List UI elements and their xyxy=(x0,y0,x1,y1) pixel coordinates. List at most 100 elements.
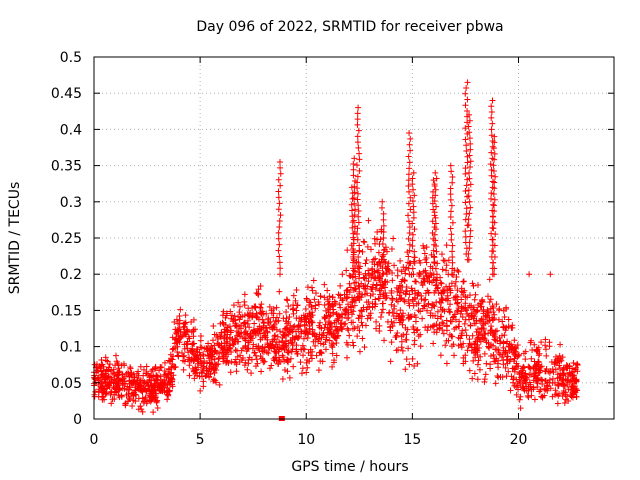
data-point xyxy=(210,322,217,329)
data-point xyxy=(218,329,225,336)
data-point xyxy=(350,240,357,247)
data-point xyxy=(467,204,474,211)
data-point xyxy=(444,292,451,299)
data-point xyxy=(439,307,446,314)
data-point xyxy=(490,168,497,175)
data-point xyxy=(351,200,358,207)
data-point xyxy=(393,310,400,317)
data-point xyxy=(349,325,356,332)
data-point xyxy=(430,206,437,213)
data-point xyxy=(421,250,428,257)
data-point xyxy=(309,309,316,316)
data-point xyxy=(411,278,418,285)
data-point xyxy=(472,309,479,315)
data-point xyxy=(284,297,291,304)
data-point xyxy=(289,340,296,347)
data-point xyxy=(332,334,339,341)
data-point xyxy=(114,360,121,367)
data-point xyxy=(449,248,456,255)
data-point xyxy=(417,259,424,266)
data-point xyxy=(224,338,231,345)
data-point xyxy=(466,302,473,309)
data-point xyxy=(137,363,144,370)
data-point xyxy=(480,325,487,332)
data-point xyxy=(507,387,514,394)
data-point xyxy=(276,259,283,266)
data-point xyxy=(504,360,511,367)
data-point xyxy=(473,307,480,314)
data-point xyxy=(491,185,498,192)
data-point xyxy=(409,287,416,294)
data-point xyxy=(351,294,358,301)
points xyxy=(91,79,581,421)
data-point xyxy=(371,268,378,275)
data-point xyxy=(439,306,446,313)
data-point xyxy=(283,308,290,315)
data-point xyxy=(503,304,510,311)
data-point xyxy=(120,380,127,387)
data-point xyxy=(93,367,100,374)
data-point xyxy=(344,325,351,332)
data-point xyxy=(355,202,362,209)
data-point xyxy=(228,312,235,319)
data-point xyxy=(253,343,260,350)
data-point xyxy=(462,293,469,300)
y-tick-label: 0.45 xyxy=(51,86,82,102)
data-point xyxy=(414,360,421,367)
data-point xyxy=(189,365,196,372)
data-point xyxy=(364,243,371,250)
data-point xyxy=(481,378,488,385)
data-point xyxy=(525,394,532,401)
data-point xyxy=(421,297,428,304)
data-point xyxy=(275,235,282,242)
data-point xyxy=(241,329,248,336)
data-point xyxy=(406,241,413,248)
data-point xyxy=(273,318,280,325)
data-point xyxy=(568,377,575,384)
data-point xyxy=(491,179,498,186)
data-point xyxy=(116,368,123,375)
data-point xyxy=(490,259,497,266)
data-point xyxy=(370,281,377,288)
data-point xyxy=(433,248,440,255)
data-point xyxy=(466,117,473,124)
data-point xyxy=(491,242,498,249)
data-point xyxy=(514,353,521,360)
data-point xyxy=(479,321,486,328)
data-point xyxy=(402,366,409,373)
data-point xyxy=(348,311,355,318)
data-point xyxy=(424,327,431,334)
data-point xyxy=(461,320,468,327)
data-point xyxy=(129,403,136,410)
data-point xyxy=(275,194,282,201)
data-point xyxy=(411,363,418,370)
data-point xyxy=(452,283,458,290)
data-point xyxy=(379,271,386,278)
data-point xyxy=(465,123,472,130)
data-point xyxy=(408,313,415,320)
data-point xyxy=(398,268,405,275)
data-point xyxy=(358,294,365,301)
data-point xyxy=(487,327,494,334)
y-axis-title: SRMTID / TECUs xyxy=(7,182,23,295)
data-point xyxy=(186,358,193,365)
x-tick-label: 15 xyxy=(403,432,421,448)
data-point xyxy=(443,242,450,249)
data-point xyxy=(149,393,156,400)
data-point xyxy=(261,329,268,336)
data-point xyxy=(398,338,405,345)
data-point xyxy=(471,370,478,377)
data-point xyxy=(194,351,201,358)
data-point xyxy=(378,204,385,211)
data-point xyxy=(380,235,387,241)
data-point xyxy=(398,295,405,302)
data-point xyxy=(168,375,175,382)
data-point xyxy=(354,196,361,203)
data-point xyxy=(140,366,147,373)
data-point xyxy=(341,321,348,328)
data-point xyxy=(574,362,581,369)
data-point xyxy=(449,174,456,181)
data-point xyxy=(462,188,469,195)
data-point xyxy=(280,344,287,351)
data-point xyxy=(505,368,512,375)
